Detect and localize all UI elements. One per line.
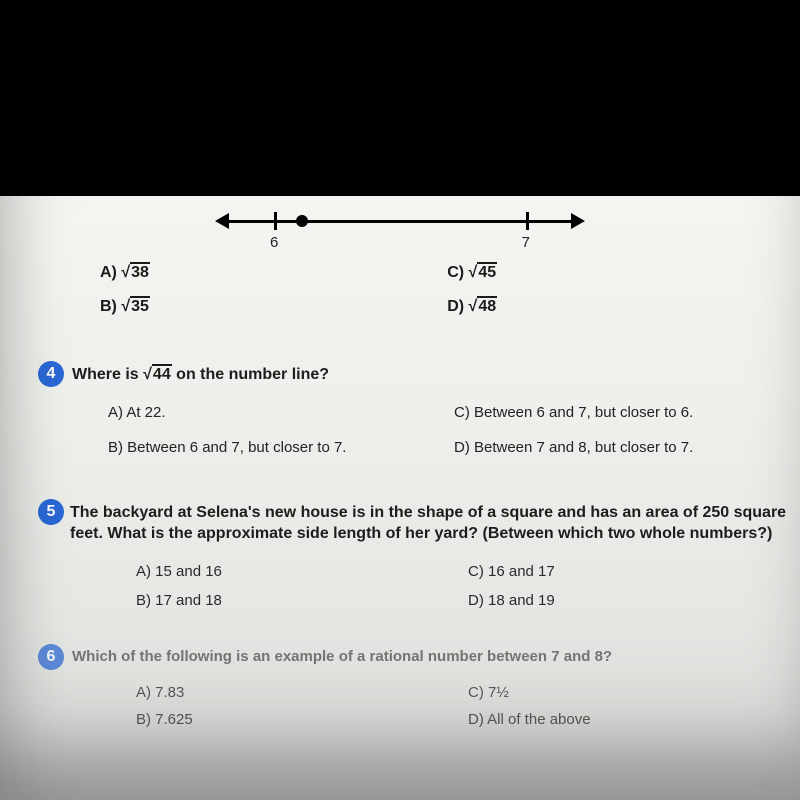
question-5-prompt: The backyard at Selena's new house is in… [40,502,800,545]
point-dot [296,215,308,227]
question-4-bubble: 4 [38,361,64,387]
q6-choice-a: A) 7.83 [136,684,468,701]
number-line-segment [225,220,575,223]
question-6: 6 Which of the following is an example o… [0,647,800,733]
q6-choice-b: B) 7.625 [136,711,468,728]
q5-choice-b: B) 17 and 18 [136,592,468,609]
question-4: 4 Where is √44 on the number line? A) At… [0,364,800,462]
q3-choice-row-1: A) √38 C) √45 [0,260,800,286]
q6-choice-c: C) 7½ [468,684,800,701]
q3-choice-d: D) √48 [447,298,720,316]
question-4-prompt: Where is √44 on the number line? [40,364,800,386]
question-6-prompt: Which of the following is an example of … [40,647,800,667]
q3-choice-a: A) √38 [100,264,447,282]
q4-choice-c: C) Between 6 and 7, but closer to 6. [454,404,800,421]
q3-choice-row-2: B) √35 D) √48 [0,294,800,320]
tick-6 [274,212,277,230]
tick-7 [526,212,529,230]
question-5: 5 The backyard at Selena's new house is … [0,502,800,615]
question-5-bubble: 5 [38,499,64,525]
q5-choice-a: A) 15 and 16 [136,563,468,580]
q3-choice-b: B) √35 [100,298,447,316]
q5-choice-d: D) 18 and 19 [468,592,800,609]
number-line: 6 7 [215,210,585,250]
arrow-right-icon [571,213,585,229]
q4-choice-a: A) At 22. [108,404,454,421]
q3-choice-c: C) √45 [447,264,720,282]
tick-6-label: 6 [270,234,278,251]
worksheet-page: 6 7 A) √38 C) √45 B) √35 D) √48 4 Where … [0,196,800,800]
q4-choice-b: B) Between 6 and 7, but closer to 7. [108,439,454,456]
tick-7-label: 7 [522,234,530,251]
q6-choice-d: D) All of the above [468,711,800,728]
question-6-bubble: 6 [38,644,64,670]
q5-choice-c: C) 16 and 17 [468,563,800,580]
q4-choice-d: D) Between 7 and 8, but closer to 7. [454,439,800,456]
